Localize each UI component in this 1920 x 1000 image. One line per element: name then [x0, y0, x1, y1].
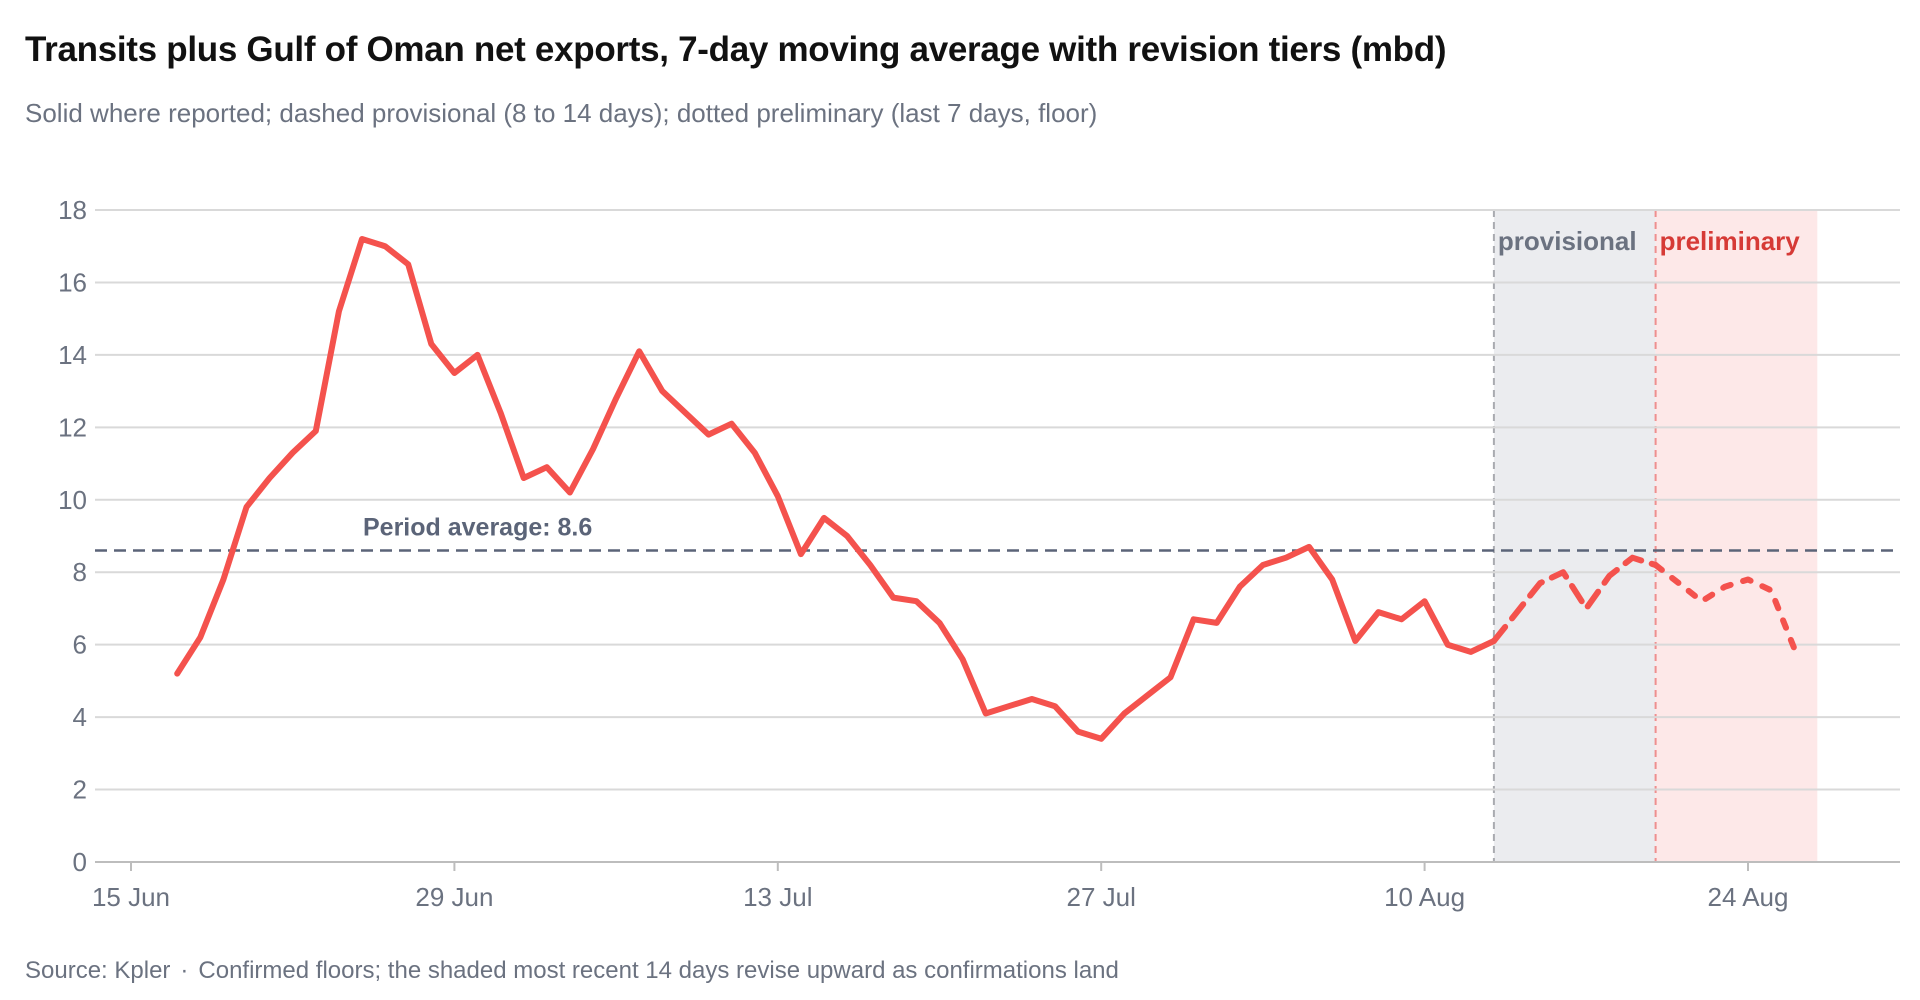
footer-note: Confirmed floors; the shaded most recent… — [198, 957, 1119, 984]
y-axis-labels: 0 2 4 6 8 10 12 14 16 18 — [58, 195, 87, 877]
y-tick-label-6: 6 — [73, 630, 87, 660]
grid-layer — [95, 209, 1900, 863]
footer-separator: · — [180, 957, 189, 984]
chart-footer: Source: Kpler · Confirmed floors; the shad… — [25, 957, 1119, 985]
y-tick-label-4: 4 — [73, 702, 87, 732]
y-tick-label-18: 18 — [58, 195, 87, 225]
source-text: Source: Kpler — [25, 957, 171, 984]
series-layer — [174, 236, 1798, 742]
x-tick-label-13-Jul: 13 Jul — [743, 882, 812, 912]
bands-layer — [1492, 210, 1818, 862]
x-tick-label-27-Jul: 27 Jul — [1067, 882, 1136, 912]
band-labels: provisional preliminary — [1498, 226, 1800, 256]
x-tick-label-10-Aug: 10 Aug — [1384, 882, 1465, 912]
period-average-label: Period average: 8.6 — [363, 513, 592, 541]
y-tick-label-8: 8 — [73, 557, 87, 587]
chart-title: Transits plus Gulf of Oman net exports, … — [25, 30, 1447, 69]
x-tick-label-15-Jun: 15 Jun — [92, 882, 170, 912]
y-tick-label-2: 2 — [73, 775, 87, 805]
x-tick-label-29-Jun: 29 Jun — [415, 882, 493, 912]
preliminary-band — [1655, 210, 1818, 862]
y-tick-label-12: 12 — [58, 412, 87, 442]
x-axis: 15 Jun 29 Jun 13 Jul 27 Jul 10 Aug 24 Aug — [92, 862, 1789, 912]
series-line-preliminary — [1652, 562, 1798, 652]
y-tick-label-16: 16 — [58, 267, 87, 297]
y-tick-label-10: 10 — [58, 485, 87, 515]
x-tick-label-24-Aug: 24 Aug — [1708, 882, 1789, 912]
average-layer: Period average: 8.6 — [95, 513, 1900, 552]
provisional-band-label: provisional — [1498, 226, 1637, 256]
series-line-reported — [174, 236, 1497, 742]
provisional-band — [1493, 210, 1656, 862]
preliminary-band-label: preliminary — [1660, 226, 1801, 256]
y-tick-label-14: 14 — [58, 340, 87, 370]
series-line-provisional — [1490, 554, 1659, 644]
chart-subtitle: Solid where reported; dashed provisional… — [25, 98, 1098, 128]
y-tick-label-0: 0 — [73, 847, 87, 877]
